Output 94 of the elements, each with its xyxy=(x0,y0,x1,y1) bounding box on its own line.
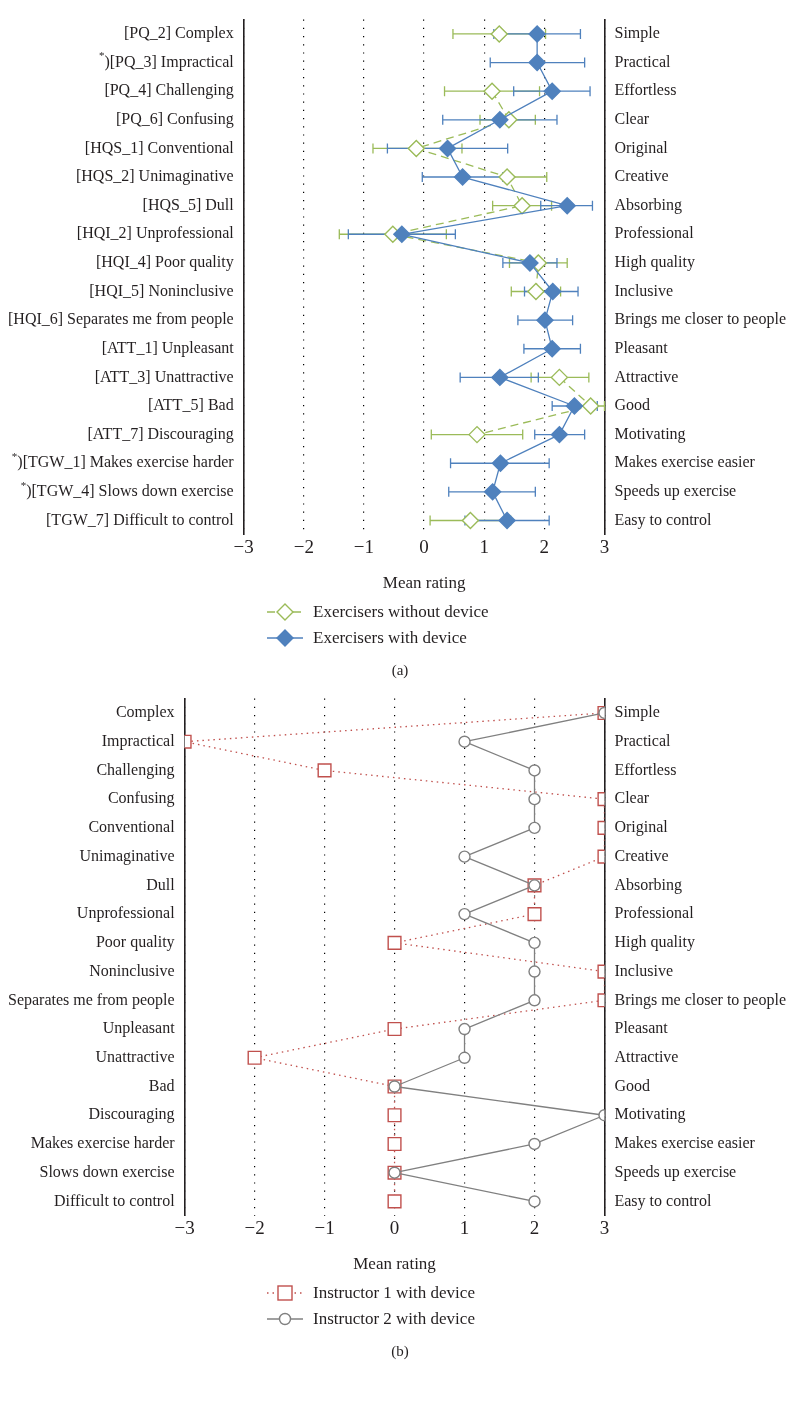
x-tick-label: −2 xyxy=(293,536,314,558)
x-axis-title: Mean rating xyxy=(353,1254,437,1274)
y2-tick-label: Makes exercise easier xyxy=(614,453,756,471)
y-tick-label: [PQ_2] Complex xyxy=(123,24,234,43)
y2-tick-label: Absorbing xyxy=(614,875,683,894)
legend-label: Exercisers without device xyxy=(313,602,489,622)
x-tick-label: 2 xyxy=(539,536,550,558)
y2-tick-label: Clear xyxy=(614,109,650,127)
y2-tick-label: Simple xyxy=(614,24,660,43)
y-tick-label: [HQI_2] Unprofessional xyxy=(76,224,235,243)
legend-label: Instructor 2 with device xyxy=(313,1309,475,1329)
x-tick-label: 3 xyxy=(599,1217,610,1239)
y-tick-label: [HQI_4] Poor quality xyxy=(95,253,234,272)
text: (a) xyxy=(390,662,410,679)
y-tick-label: Slows down exercise xyxy=(39,1162,175,1180)
y-tick-label: Unattractive xyxy=(95,1047,175,1065)
y-tick-label: Noninclusive xyxy=(89,961,175,979)
y-tick-label: *)[TGW_4] Slows down exercise xyxy=(20,478,234,501)
y2-tick-label: Inclusive xyxy=(614,961,674,979)
y-tick-label: Bad xyxy=(148,1076,175,1094)
y-tick-label: Confusing xyxy=(107,789,175,808)
x-tick-label: 1 xyxy=(459,1217,470,1239)
y-tick-label: Difficult to control xyxy=(54,1191,176,1209)
y2-tick-label: Brings me closer to people xyxy=(614,990,786,1009)
y-tick-label: Conventional xyxy=(88,818,176,836)
y2-tick-label: Practical xyxy=(614,52,672,70)
y2-tick-label: Simple xyxy=(614,703,660,722)
x-tick-label: 0 xyxy=(419,536,429,558)
y-tick-label: [PQ_4] Challenging xyxy=(104,81,234,100)
y-tick-label: Unimaginative xyxy=(79,846,175,865)
x-tick-label: 2 xyxy=(529,1217,540,1239)
x-tick-label: −3 xyxy=(233,536,254,558)
y2-tick-label: Motivating xyxy=(614,1105,686,1124)
y2-tick-label: Original xyxy=(614,818,669,837)
y2-tick-label: Original xyxy=(614,138,669,157)
y-tick-label: [ATT_5] Bad xyxy=(147,396,234,414)
y-tick-label: [HQS_5] Dull xyxy=(142,195,235,213)
y2-tick-label: Brings me closer to people xyxy=(614,310,786,329)
y2-tick-label: Creative xyxy=(614,167,669,185)
y2-tick-label: Attractive xyxy=(614,1047,679,1065)
x-tick-label: −1 xyxy=(353,536,375,558)
y-tick-label: [TGW_7] Difficult to control xyxy=(46,510,235,528)
y-tick-label: *)[TGW_1] Makes exercise harder xyxy=(11,450,235,472)
y-tick-label: Unpleasant xyxy=(102,1019,176,1038)
y2-tick-label: Easy to control xyxy=(614,510,712,529)
y-tick-label: Complex xyxy=(115,703,175,722)
x-tick-label: 3 xyxy=(599,536,610,558)
y-tick-label: [PQ_6] Confusing xyxy=(115,109,234,128)
y2-tick-label: Motivating xyxy=(614,424,686,443)
legend-label: Instructor 1 with device xyxy=(313,1283,475,1303)
y2-tick-label: Clear xyxy=(614,789,650,807)
y2-tick-label: High quality xyxy=(614,253,695,272)
y-tick-label: Challenging xyxy=(96,760,175,779)
y-tick-label: Discouraging xyxy=(88,1105,175,1124)
y2-tick-label: Easy to control xyxy=(614,1191,712,1210)
y2-tick-label: Pleasant xyxy=(614,1019,669,1037)
x-tick-label: 1 xyxy=(479,536,489,558)
y2-tick-label: Effortless xyxy=(614,760,677,778)
y-tick-label: Poor quality xyxy=(95,933,175,952)
y-tick-label: Makes exercise harder xyxy=(30,1134,176,1152)
y-tick-label: *)[PQ_3] Impractical xyxy=(98,49,235,71)
y2-tick-label: Good xyxy=(614,396,651,414)
x-axis-title: Mean rating xyxy=(382,573,466,593)
y2-tick-label: Makes exercise easier xyxy=(614,1134,756,1152)
y-tick-label: [HQI_6] Separates me from people xyxy=(8,310,234,329)
text: (b) xyxy=(390,1343,410,1360)
y2-tick-label: Inclusive xyxy=(614,281,674,299)
y2-tick-label: Professional xyxy=(614,904,695,922)
y2-tick-label: High quality xyxy=(614,933,695,952)
y2-tick-label: Effortless xyxy=(614,81,677,99)
y2-tick-label: Good xyxy=(614,1076,651,1094)
x-tick-label: −2 xyxy=(244,1217,265,1239)
y-tick-label: Separates me from people xyxy=(8,990,175,1009)
x-tick-label: −3 xyxy=(174,1217,195,1239)
y-tick-label: Unprofessional xyxy=(76,904,176,923)
x-tick-label: 0 xyxy=(389,1217,400,1239)
y2-tick-label: Attractive xyxy=(614,367,679,385)
x-tick-label: −1 xyxy=(314,1217,335,1239)
y2-tick-label: Professional xyxy=(614,224,695,242)
y-tick-label: [ATT_3] Unattractive xyxy=(94,367,234,385)
y-tick-label: Dull xyxy=(146,875,176,893)
y2-tick-label: Absorbing xyxy=(614,195,683,214)
y2-tick-label: Pleasant xyxy=(614,338,669,356)
y-tick-label: Impractical xyxy=(101,731,176,750)
y-tick-label: [HQS_2] Unimaginative xyxy=(75,167,234,186)
y-tick-label: [HQI_5] Noninclusive xyxy=(89,281,234,299)
y2-tick-label: Practical xyxy=(614,731,672,749)
y2-tick-label: Speeds up exercise xyxy=(614,482,737,501)
y-tick-label: [HQS_1] Conventional xyxy=(84,138,235,156)
y2-tick-label: Speeds up exercise xyxy=(614,1162,737,1181)
y2-tick-label: Creative xyxy=(614,846,669,864)
legend-label: Exercisers with device xyxy=(313,628,467,648)
y-tick-label: [ATT_7] Discouraging xyxy=(87,424,234,443)
y-tick-label: [ATT_1] Unpleasant xyxy=(101,338,235,357)
